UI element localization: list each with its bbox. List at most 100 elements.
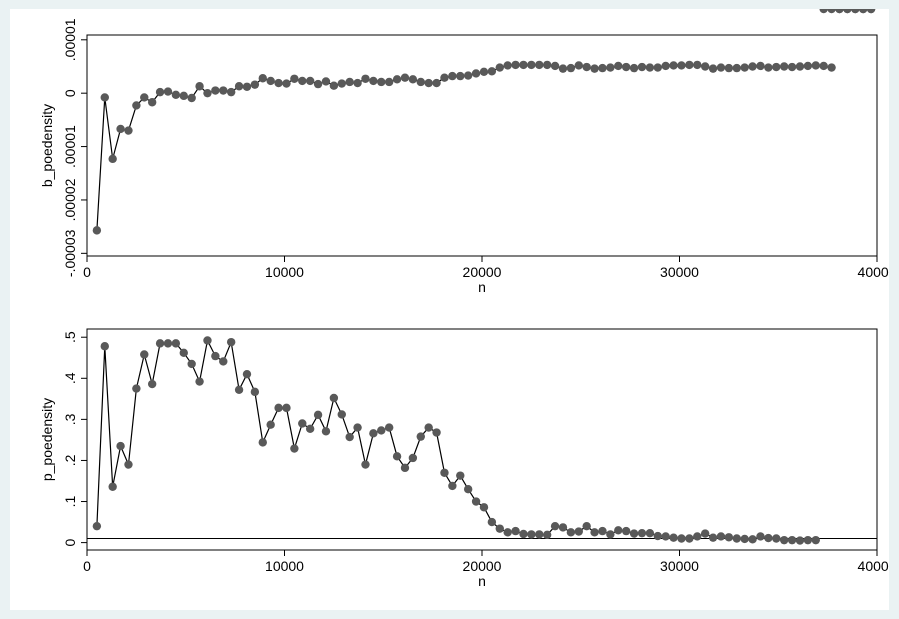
data-point (258, 438, 267, 447)
data-point (653, 63, 662, 72)
data-point (590, 528, 599, 537)
data-point (590, 64, 599, 73)
data-point (463, 485, 473, 494)
data-point (740, 534, 749, 544)
data-point (424, 423, 433, 432)
data-point (124, 460, 133, 469)
data-point (266, 420, 275, 429)
data-point (535, 60, 544, 70)
data-point (305, 76, 315, 86)
data-point (629, 63, 639, 73)
data-point (392, 452, 402, 461)
data-point (155, 339, 165, 348)
data-point (819, 9, 828, 14)
data-point (803, 61, 813, 71)
data-point (503, 61, 512, 70)
data-point (92, 521, 102, 531)
data-point (787, 62, 797, 72)
data-point (250, 387, 260, 397)
data-point (858, 9, 868, 14)
data-point (732, 63, 741, 73)
data-point (511, 60, 520, 70)
data-point (606, 63, 615, 72)
data-point (187, 359, 196, 369)
data-point (582, 62, 591, 72)
data-point (290, 444, 299, 453)
data-point (321, 427, 331, 436)
y-tick-label: .5 (62, 331, 78, 343)
y-tick-label: .00002 (62, 178, 78, 221)
data-point (163, 87, 173, 96)
data-point (519, 529, 528, 539)
data-point (519, 60, 528, 70)
data-point (550, 521, 560, 531)
x-tick-label: 20000 (463, 558, 502, 574)
data-point (550, 61, 560, 71)
data-point (384, 77, 394, 87)
data-point (305, 424, 315, 434)
data-point (147, 379, 157, 389)
data-point (756, 532, 765, 541)
x-axis-title: n (478, 573, 486, 589)
data-point (140, 93, 149, 102)
data-point (187, 93, 196, 103)
y-axis-title: p_poedensity (39, 398, 55, 481)
data-point (598, 63, 607, 73)
data-point (313, 410, 323, 420)
data-point (132, 384, 141, 393)
data-point (345, 432, 354, 442)
data-point (693, 60, 702, 70)
y-tick-label: .4 (62, 372, 78, 384)
data-point (203, 336, 212, 345)
data-point (92, 226, 102, 235)
data-point (100, 342, 109, 351)
data-point (732, 534, 741, 543)
data-point (147, 98, 157, 107)
data-point (290, 74, 299, 83)
data-point (637, 528, 647, 538)
data-point (471, 497, 481, 506)
data-point (614, 61, 623, 71)
data-point (479, 503, 489, 512)
data-point (250, 80, 260, 89)
data-point (408, 453, 418, 463)
data-point (503, 528, 512, 537)
data-point (219, 357, 228, 366)
data-point (416, 432, 425, 441)
data-point (163, 339, 173, 348)
data-point (795, 536, 805, 545)
data-point (424, 78, 433, 88)
data-point (124, 126, 133, 135)
data-point (369, 429, 378, 438)
data-point (377, 77, 386, 87)
data-point (827, 63, 836, 72)
bottom-panel (86, 328, 878, 551)
data-point (298, 419, 307, 428)
data-point (740, 63, 749, 72)
data-point (621, 62, 631, 72)
data-point (416, 77, 425, 87)
data-point (764, 63, 773, 72)
data-point (211, 86, 220, 95)
data-point (282, 79, 291, 88)
data-point (669, 533, 678, 542)
data-point (321, 77, 331, 86)
data-point (432, 78, 441, 88)
data-point (708, 64, 718, 73)
data-point (653, 531, 662, 541)
data-point (108, 482, 117, 491)
data-point (392, 75, 402, 84)
data-point (298, 76, 307, 86)
data-point (811, 535, 820, 545)
data-point (700, 62, 710, 71)
data-point (574, 527, 583, 536)
data-point (100, 93, 109, 102)
data-point (566, 63, 576, 73)
y-tick-label: 0 (62, 539, 78, 547)
y-tick-label: .1 (62, 495, 78, 507)
data-point (535, 530, 544, 539)
data-point (108, 154, 117, 164)
